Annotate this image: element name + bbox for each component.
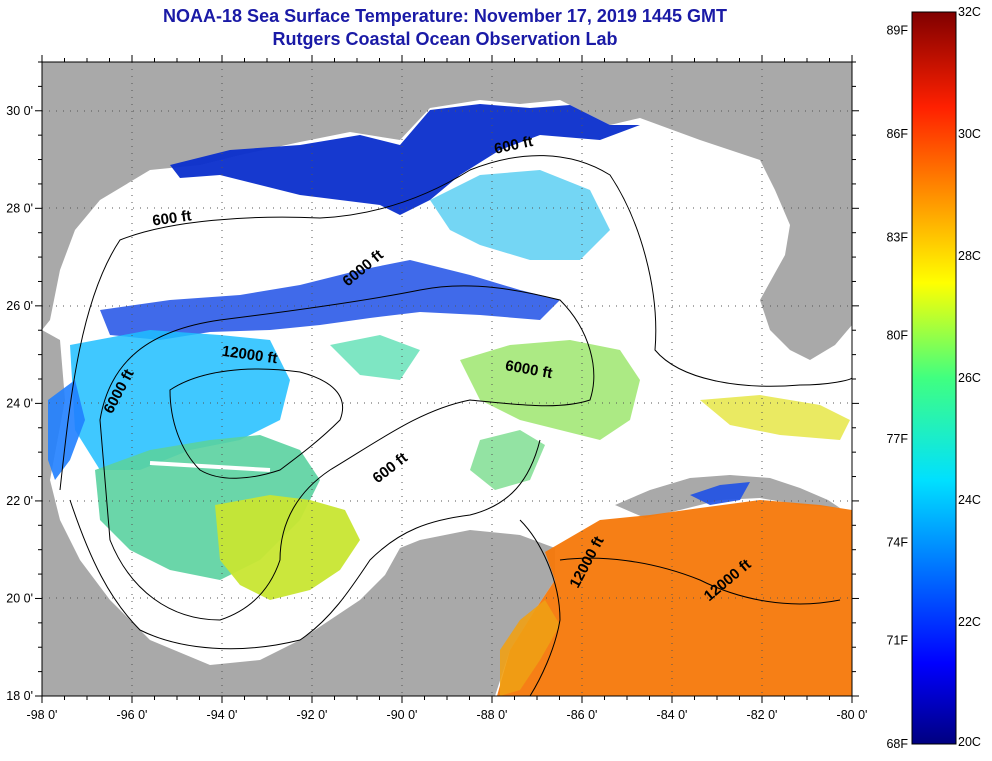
colorbar-celsius-label: 32C xyxy=(958,5,981,19)
lon-tick-label: -84 0' xyxy=(657,708,688,722)
colorbar-fahrenheit-label: 71F xyxy=(886,633,908,647)
colorbar-fahrenheit-labels: 68F 71F 74F 77F 80F 83F 86F 89F xyxy=(886,23,908,751)
colorbar-fahrenheit-label: 83F xyxy=(886,231,908,245)
colorbar-fahrenheit-label: 74F xyxy=(886,536,908,550)
contour-12000ft xyxy=(169,368,344,479)
sst-bay-of-campeche xyxy=(215,495,360,600)
colorbar-celsius-label: 30C xyxy=(958,127,981,141)
latitude-axis-labels: 18 0' 20 0' 22 0' 24 0' 26 0' 28 0' 30 0' xyxy=(6,104,33,703)
land-north-us xyxy=(42,62,852,360)
cloud-streak xyxy=(149,461,271,472)
colorbar-celsius-label: 26C xyxy=(958,371,981,385)
colorbar-celsius-label: 20C xyxy=(958,735,981,749)
sst-yucatan-warm xyxy=(500,600,560,696)
lat-tick-label: 26 0' xyxy=(6,299,33,313)
lat-tick-label: 24 0' xyxy=(6,396,33,410)
lon-tick-label: -92 0' xyxy=(297,708,328,722)
lat-tick-label: 28 0' xyxy=(6,201,33,215)
lon-tick-label: -94 0' xyxy=(207,708,238,722)
colorbar-fahrenheit-label: 89F xyxy=(886,23,908,37)
contour-6000ft xyxy=(99,285,595,621)
colorbar-celsius-label: 28C xyxy=(958,249,981,263)
lon-tick-label: -90 0' xyxy=(387,708,418,722)
land-mexico xyxy=(42,330,555,696)
sst-cool-west-coast xyxy=(48,380,85,480)
sst-cold-band-south xyxy=(100,260,560,340)
lon-tick-label: -98 0' xyxy=(27,708,58,722)
contour-yucatan xyxy=(519,519,561,696)
sst-north-shelf-cyan xyxy=(430,170,610,260)
contour-600ft xyxy=(59,155,852,491)
sst-cool-west xyxy=(70,330,290,470)
lat-tick-label: 22 0' xyxy=(6,494,33,508)
colorbar-fahrenheit-label: 80F xyxy=(886,328,908,342)
contour-12000ft-caribbean xyxy=(559,557,841,605)
contour-label: 600 ft xyxy=(151,207,192,229)
colorbar-celsius-label: 22C xyxy=(958,615,981,629)
sst-data-layer xyxy=(48,104,852,696)
lat-tick-label: 18 0' xyxy=(6,689,33,703)
bathymetry-contours xyxy=(59,155,852,696)
lat-tick-label: 30 0' xyxy=(6,104,33,118)
lon-tick-label: -96 0' xyxy=(117,708,148,722)
sst-cuba-cold xyxy=(690,482,750,505)
map-layer xyxy=(42,62,852,696)
sst-florida-strait xyxy=(700,395,850,440)
colorbar-fahrenheit-label: 68F xyxy=(886,737,908,751)
map-subtitle: Rutgers Coastal Ocean Observation Lab xyxy=(272,29,618,49)
colorbar-celsius-label: 24C xyxy=(958,493,981,507)
sst-central-patch xyxy=(330,335,420,380)
lat-tick-label: 20 0' xyxy=(6,591,33,605)
colorbar-celsius-labels: 20C 22C 24C 26C 28C 30C 32C xyxy=(958,5,981,749)
sst-mid-gulf-patch xyxy=(460,340,640,440)
lon-tick-label: -88 0' xyxy=(477,708,508,722)
map-title: NOAA-18 Sea Surface Temperature: Novembe… xyxy=(163,6,727,26)
contour-600ft-south xyxy=(69,439,541,650)
colorbar-fahrenheit-label: 77F xyxy=(886,432,908,446)
dotted-grid xyxy=(42,62,852,696)
sst-yucatan-channel xyxy=(497,500,852,696)
colorbar-fahrenheit-label: 86F xyxy=(886,127,908,141)
lon-tick-label: -86 0' xyxy=(567,708,598,722)
longitude-axis-labels: -98 0' -96 0' -94 0' -92 0' -90 0' -88 0' -86 … xyxy=(27,708,868,722)
axis-ticks xyxy=(35,55,859,703)
lon-tick-label: -82 0' xyxy=(747,708,778,722)
colorbar xyxy=(911,11,957,745)
sst-cold-shelf-north xyxy=(170,104,640,215)
lon-tick-label: -80 0' xyxy=(837,708,868,722)
